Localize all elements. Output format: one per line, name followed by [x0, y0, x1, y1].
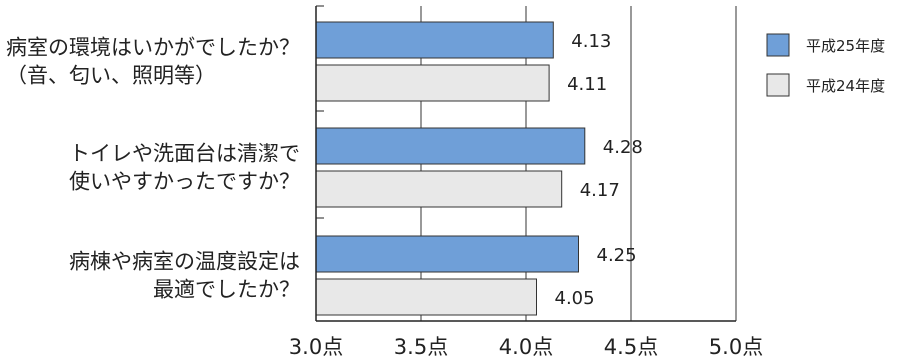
legend-label-0: 平成25年度 — [806, 37, 885, 55]
category-label-1-line-1: 使いやすかったですか？ — [69, 170, 300, 194]
category-label-0-line-1: （音、匂い、照明等） — [6, 64, 216, 88]
x-tick-label-2: 4.0点 — [499, 335, 553, 359]
labels: 4.13 4.11 4.28 4.17 4.25 4.05 3.0点 3.5点 4.0点 4.5点… — [6, 31, 763, 359]
legend-label-1: 平成24年度 — [806, 77, 885, 95]
bar-cat2-series1 — [315, 278, 537, 316]
axes — [315, 5, 736, 322]
x-tick-label-4: 5.0点 — [709, 335, 763, 359]
category-label-1-line-0: トイレや洗面台は清潔で — [69, 142, 300, 166]
x-tick-label-0: 3.0点 — [289, 335, 343, 359]
legend-swatch-0 — [766, 33, 790, 57]
value-label-cat0-series1: 4.11 — [567, 74, 607, 95]
value-label-cat0-series0: 4.13 — [571, 31, 611, 52]
legend-swatch-1 — [766, 73, 790, 97]
bar-cat1-series1 — [315, 170, 563, 208]
value-label-cat1-series1: 4.17 — [580, 180, 620, 201]
bar-cat1-series0 — [315, 127, 586, 165]
bar-cat0-series1 — [315, 64, 550, 102]
bar-cat2-series0 — [315, 235, 579, 273]
value-label-cat2-series0: 4.25 — [597, 245, 637, 266]
category-label-0-line-0: 病室の環境はいかがでしたか？ — [6, 36, 300, 60]
category-label-2-line-0: 病棟や病室の温度設定は — [69, 250, 300, 274]
category-label-2-line-1: 最適でしたか？ — [153, 278, 300, 302]
bar-cat0-series0 — [315, 21, 554, 59]
x-tick-label-1: 3.5点 — [394, 335, 448, 359]
bars — [315, 21, 586, 316]
value-label-cat2-series1: 4.05 — [555, 288, 595, 309]
value-label-cat1-series0: 4.28 — [603, 137, 643, 158]
x-tick-label-3: 4.5点 — [604, 335, 658, 359]
